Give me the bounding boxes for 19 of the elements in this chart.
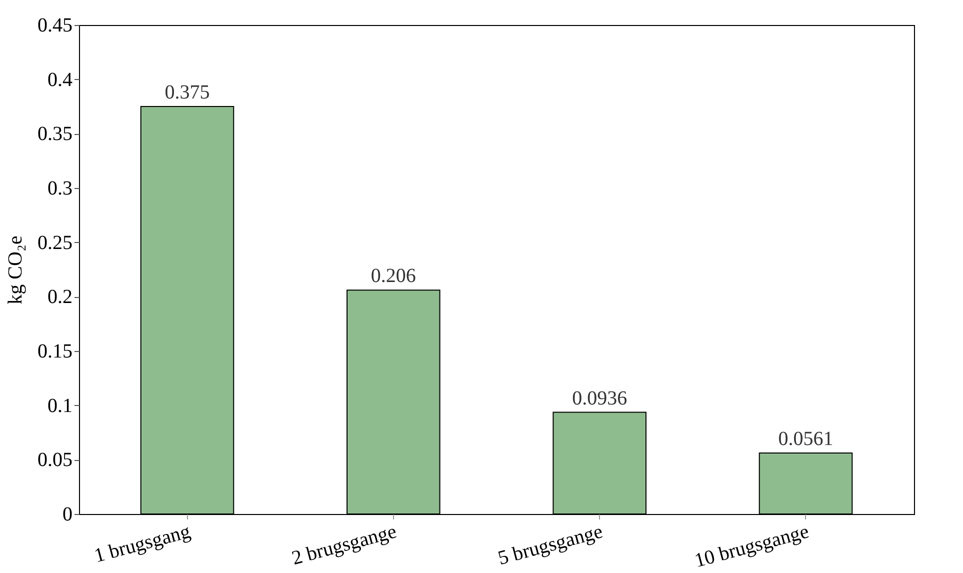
data-label: 0.375 — [164, 82, 210, 104]
y-tick-label: 0.35 — [38, 123, 72, 146]
data-label: 0.206 — [370, 265, 416, 288]
y-tick-label: 0.4 — [48, 68, 72, 91]
x-tick-label: 1 brugsgang — [92, 520, 193, 568]
y-tick-label: 0.45 — [38, 14, 72, 36]
y-tick-label: 0 — [62, 504, 72, 526]
data-label: 0.0936 — [572, 387, 628, 410]
x-tick-label: 10 brugsgange — [692, 520, 812, 572]
y-axis-title: kg CO₂e — [4, 236, 26, 304]
data-label: 0.0561 — [778, 428, 834, 450]
y-tick-label: 0.3 — [48, 178, 72, 200]
y-tick-label: 0.25 — [38, 232, 72, 254]
x-tick-label: 5 brugsgange — [496, 520, 606, 570]
y-tick-label: 0.05 — [38, 449, 72, 472]
x-tick-label: 2 brugsgange — [290, 520, 399, 570]
y-tick-label: 0.2 — [48, 286, 72, 308]
y-tick-label: 0.1 — [48, 394, 72, 417]
y-tick-label: 0.15 — [38, 340, 72, 362]
